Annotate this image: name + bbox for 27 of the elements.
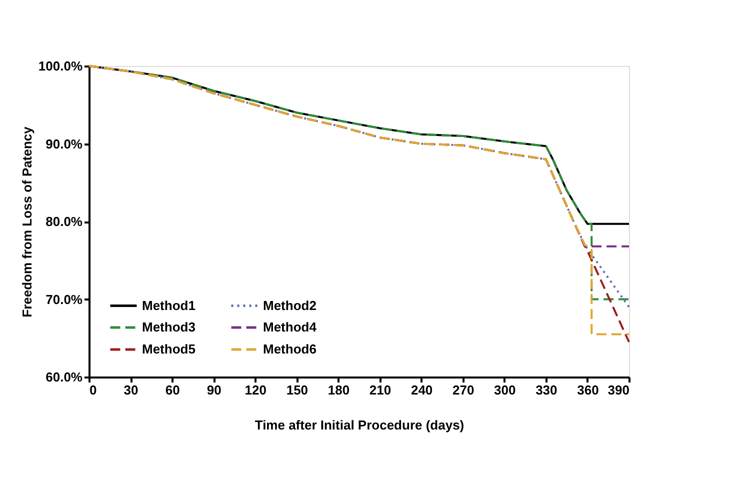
x-tick-label: 120	[244, 382, 267, 398]
x-tick-label: 360	[577, 382, 599, 398]
x-tick-label: 240	[410, 382, 433, 398]
legend-label: Method1	[142, 298, 196, 313]
y-tick-label: 100.0%	[38, 58, 83, 74]
legend-label: Method4	[263, 320, 318, 334]
x-tick-label: 30	[124, 382, 138, 398]
x-tick-label: 180	[328, 382, 350, 398]
x-tick-label: 60	[165, 382, 180, 398]
x-tick-label: 210	[369, 382, 392, 398]
x-tick-label: 300	[494, 382, 516, 398]
y-axis-title: Freedom from Loss of Patency	[19, 126, 34, 318]
y-tick-label: 90.0%	[46, 136, 83, 152]
x-tick-label: 90	[206, 382, 222, 398]
x-tick-label: 330	[536, 382, 558, 398]
legend-label: Method5	[142, 342, 196, 356]
y-tick-label: 80.0%	[46, 214, 83, 229]
x-axis-title: Time after Initial Procedure (days)	[254, 418, 464, 432]
x-tick-label: 270	[452, 382, 474, 398]
y-tick-label: 60.0%	[46, 370, 83, 384]
x-tick-label: 390	[608, 382, 630, 398]
legend-label: Method2	[263, 298, 316, 313]
x-tick-label: 0	[90, 382, 97, 398]
y-tick-label: 70.0%	[46, 292, 83, 307]
x-tick-label: 150	[286, 382, 308, 398]
legend-label: Method6	[263, 342, 316, 356]
legend-label: Method3	[142, 320, 196, 334]
